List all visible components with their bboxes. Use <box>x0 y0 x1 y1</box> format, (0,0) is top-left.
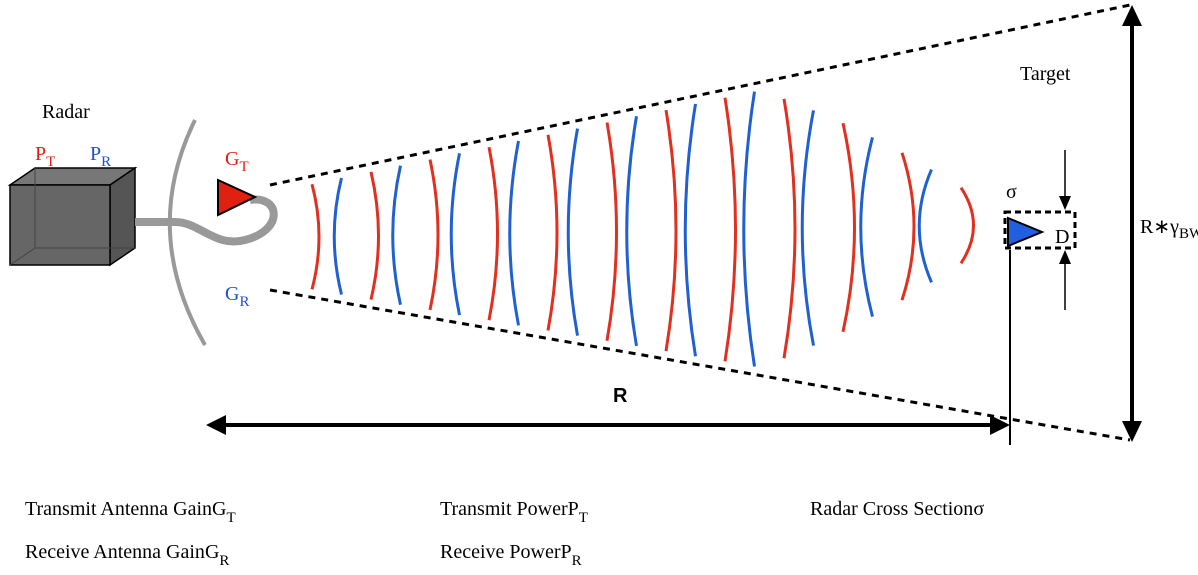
wave <box>310 183 321 290</box>
target-label: Target <box>1020 63 1071 85</box>
wave <box>428 159 440 311</box>
wave <box>782 98 797 359</box>
wave <box>332 177 343 295</box>
legend-text: Radar Cross Section <box>810 498 973 520</box>
legend-symbol: σ <box>973 498 984 520</box>
beam-width-label: R∗γBW <box>1140 216 1198 242</box>
wave <box>566 128 579 336</box>
transmit-antenna <box>217 178 258 217</box>
radar-label: Radar <box>42 101 90 123</box>
arrow-head <box>1059 250 1071 264</box>
legend-item: Receive Antenna GainGR <box>25 541 229 569</box>
beam-edge <box>269 3 1131 187</box>
legend-item: Radar Cross Sectionσ <box>810 498 984 520</box>
wave <box>917 168 933 283</box>
receive-gain-label: GR <box>225 283 249 310</box>
arrow-head <box>1059 196 1071 210</box>
wave <box>742 91 756 367</box>
legend-text: Transmit Antenna Gain <box>25 498 212 520</box>
arrow-head <box>206 415 226 435</box>
wave <box>859 136 874 317</box>
wave <box>683 103 697 357</box>
legend-text: Receive Antenna Gain <box>25 541 205 563</box>
arrow-head <box>1122 5 1142 26</box>
legend-text: Receive Power <box>440 541 561 563</box>
wave <box>841 122 856 333</box>
target-box <box>1003 210 1077 250</box>
wave <box>723 97 737 362</box>
size-label: D <box>1055 226 1069 248</box>
wave <box>625 116 638 347</box>
legend-text: Transmit Power <box>440 498 568 520</box>
legend-sub: T <box>226 510 235 526</box>
receive-power-label: PR <box>90 143 111 170</box>
wave <box>508 140 520 326</box>
dish <box>167 119 207 346</box>
wave <box>900 152 916 301</box>
legend-sub: R <box>219 553 229 569</box>
transmit-power-label: PT <box>35 143 55 170</box>
waves <box>310 91 975 367</box>
wave <box>664 109 678 352</box>
legend-sub: R <box>572 553 582 569</box>
arrow-head <box>1122 421 1142 442</box>
legend-symbol: G <box>205 541 219 563</box>
beam-edge <box>269 288 1131 442</box>
transmit-gain-label: GT <box>225 148 249 175</box>
wave <box>959 186 975 265</box>
rcs-label: σ <box>1006 181 1017 203</box>
wave <box>369 171 380 300</box>
wave <box>391 165 402 306</box>
legend-symbol: P <box>561 541 572 563</box>
wave <box>546 134 559 331</box>
legend-item: Receive PowerPR <box>440 541 582 569</box>
target <box>1007 216 1045 248</box>
arrow-head <box>990 415 1010 435</box>
legend-symbol: G <box>212 498 226 520</box>
legend-symbol: P <box>568 498 579 520</box>
legend-item: Transmit PowerPT <box>440 498 588 526</box>
wave <box>449 153 461 316</box>
legend-item: Transmit Antenna GainGT <box>25 498 236 526</box>
wave <box>605 122 618 342</box>
wave <box>487 146 499 321</box>
cable <box>135 195 278 246</box>
wave <box>800 110 815 346</box>
radar-box <box>7 166 138 267</box>
legend-sub: T <box>579 510 588 526</box>
range-label: R <box>613 385 628 407</box>
